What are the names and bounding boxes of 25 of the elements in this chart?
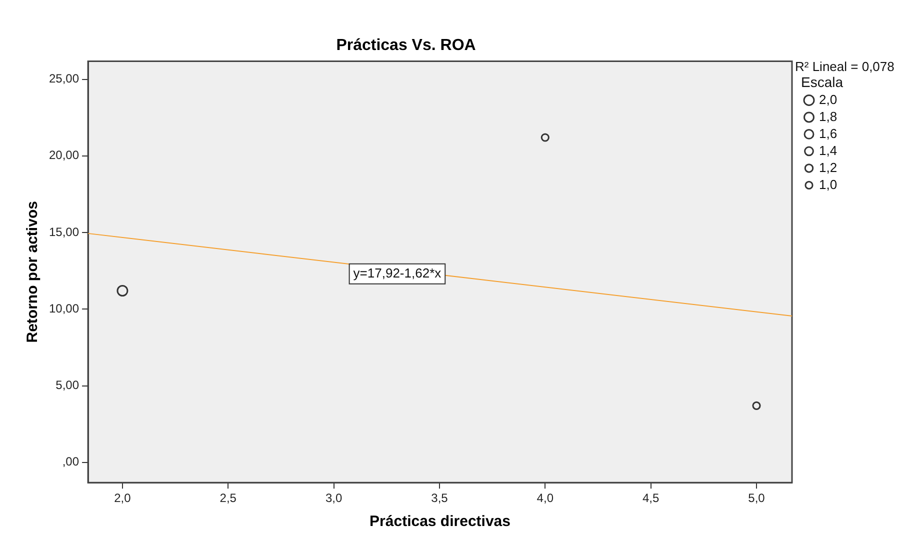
x-tick-label: 2,0 bbox=[114, 491, 132, 506]
legend-label: 1,6 bbox=[819, 126, 838, 141]
legend-title: Escala bbox=[801, 74, 844, 90]
y-tick-label: 15,00 bbox=[49, 224, 80, 239]
x-axis-title: Prácticas directivas bbox=[370, 513, 510, 530]
x-tick-label: 5,0 bbox=[748, 491, 766, 506]
x-tick-label: 3,5 bbox=[431, 491, 448, 506]
x-tick-label: 2,5 bbox=[220, 491, 237, 506]
y-axis-title: Retorno por activos bbox=[24, 201, 42, 343]
y-tick-label: 25,00 bbox=[49, 72, 80, 86]
y-tick-label: 5,00 bbox=[56, 378, 80, 392]
legend-label: 1,2 bbox=[819, 160, 838, 175]
y-tick-label: 10,00 bbox=[49, 301, 80, 316]
annotation: y=17,92-1,62*x bbox=[353, 265, 442, 280]
x-tick-label: 3,0 bbox=[325, 491, 342, 506]
text: R² Lineal = 0,078 bbox=[795, 58, 894, 74]
y-tick-label: ,00 bbox=[62, 454, 80, 469]
x-tick-label: 4,5 bbox=[642, 491, 660, 506]
x-tick-label: 4,0 bbox=[536, 491, 554, 506]
legend-label: 1,8 bbox=[819, 108, 838, 124]
legend-label: 2,0 bbox=[819, 92, 838, 107]
legend-label: 1,0 bbox=[819, 176, 838, 192]
chart-title: Prácticas Vs. ROA bbox=[336, 37, 476, 54]
legend-label: 1,4 bbox=[819, 142, 838, 158]
y-tick-label: 20,00 bbox=[49, 148, 80, 162]
